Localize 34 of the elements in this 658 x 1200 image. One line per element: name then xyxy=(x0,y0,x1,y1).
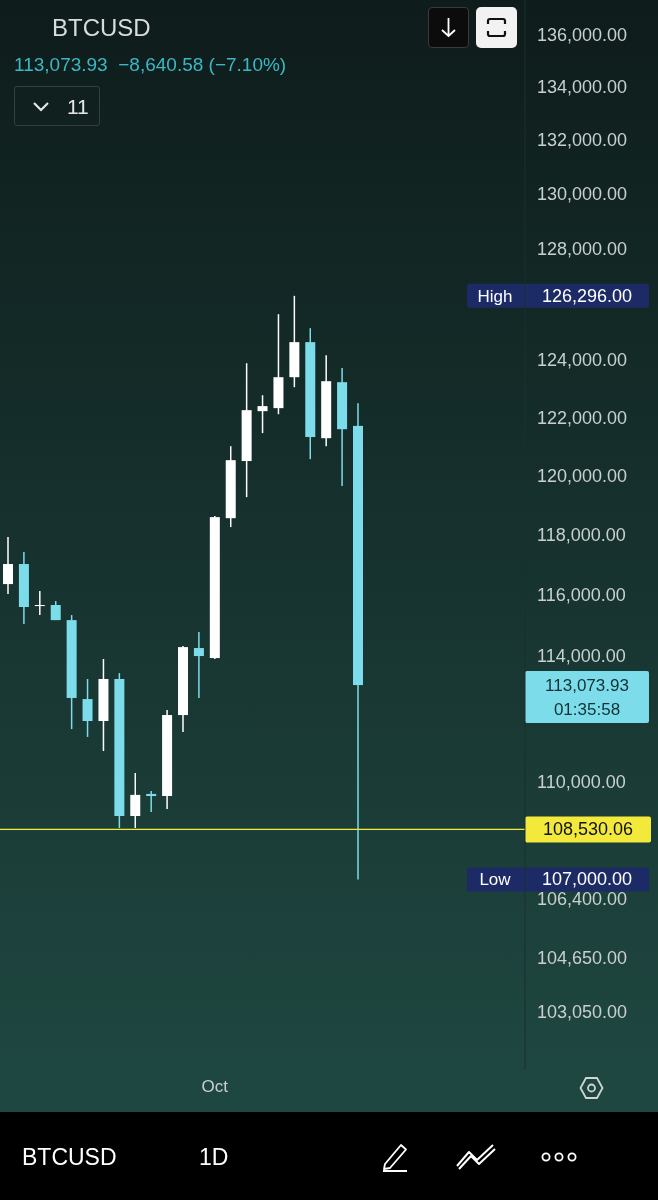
annotation: High xyxy=(477,286,513,306)
y-tick-label: 136,000.00 xyxy=(537,25,628,46)
y-tick-label: 110,000.00 xyxy=(537,772,626,793)
ref-line-label: 108,530.06 xyxy=(542,819,634,840)
annotation: 11 xyxy=(67,95,89,119)
y-tick-label: 114,000.00 xyxy=(537,646,626,667)
annotation: Low xyxy=(479,870,512,890)
y-tick-label: 122,000.00 xyxy=(537,407,628,428)
candlestick xyxy=(3,536,13,595)
text: 113,073.93 xyxy=(545,676,629,696)
candlestick xyxy=(130,772,141,829)
bottom-toolbar: BTCUSD 1D xyxy=(0,1112,658,1200)
y-tick-label: 103,050.00 xyxy=(537,1001,628,1022)
y-tick-label: 134,000.00 xyxy=(537,77,628,98)
candlestick xyxy=(193,631,204,699)
y-tick-label: 128,000.00 xyxy=(537,238,628,259)
candlestick xyxy=(82,678,93,738)
text: 01:35:58 xyxy=(553,700,621,720)
text: BTCUSD xyxy=(52,14,151,42)
y-tick-label: 124,000.00 xyxy=(537,350,628,371)
y-tick-label: 130,000.00 xyxy=(537,184,628,205)
x-tick-label: Oct xyxy=(201,1077,229,1096)
candlestick xyxy=(257,394,268,434)
y-tick-label: 132,000.00 xyxy=(537,130,628,151)
candlestick xyxy=(34,590,45,616)
y-tick-label: 106,400.00 xyxy=(537,889,628,910)
y-tick-label: 104,650.00 xyxy=(537,947,628,968)
text: 113,073.93 −8,640.58 (−7.10%) xyxy=(14,54,287,76)
text: 126,296.00 xyxy=(541,285,633,306)
text: 107,000.00 xyxy=(541,869,633,890)
y-tick-label: 116,000.00 xyxy=(537,585,626,606)
y-tick-label: 118,000.00 xyxy=(537,524,626,545)
candlestick xyxy=(146,790,157,813)
y-tick-label: 120,000.00 xyxy=(537,465,628,486)
